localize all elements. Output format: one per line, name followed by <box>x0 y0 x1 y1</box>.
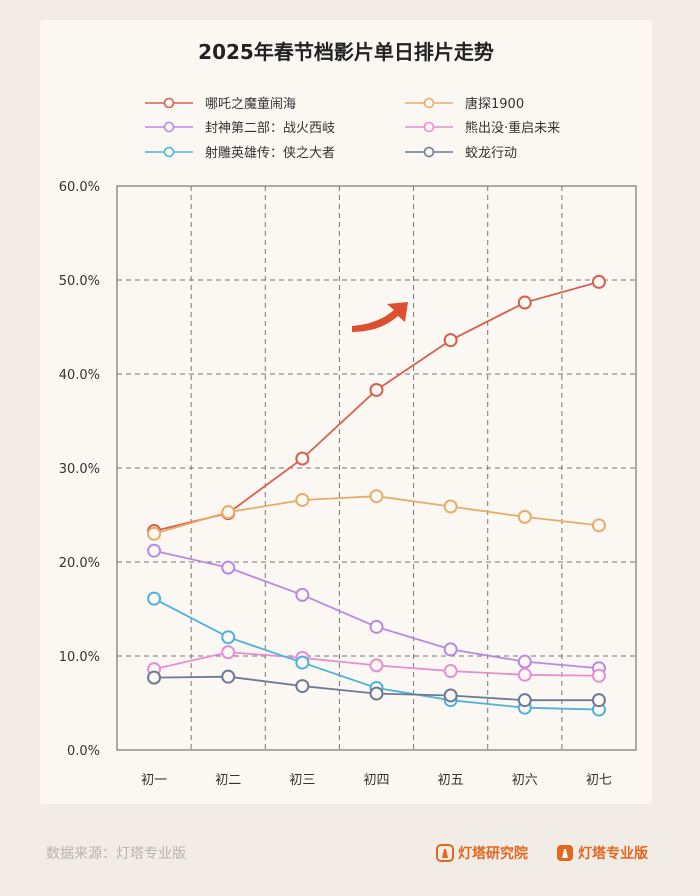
data-point <box>295 587 310 602</box>
data-point <box>221 669 236 684</box>
chart-title: 2025年春节档影片单日排片走势 <box>198 40 494 64</box>
data-point <box>517 667 532 682</box>
data-point <box>369 619 384 634</box>
data-point <box>221 630 236 645</box>
data-point <box>443 688 458 703</box>
x-tick-label: 初六 <box>512 773 538 788</box>
line-chart: 2025年春节档影片单日排片走势 哪吒之魔童闹海 唐探1900 封神第二部：战火西岐… <box>59 40 637 788</box>
x-tick-label: 初二 <box>215 773 241 788</box>
data-point <box>443 664 458 679</box>
data-point <box>443 499 458 514</box>
brand-research-logo: 灯塔研究院 <box>436 843 528 863</box>
data-point <box>147 591 162 606</box>
y-tick-label: 30.0% <box>59 462 100 477</box>
legend-item: 熊出没·重启未来 <box>405 120 560 136</box>
legend-item: 唐探1900 <box>405 96 524 112</box>
legend-swatch-marker <box>423 146 435 158</box>
legend-swatch-marker <box>163 121 175 133</box>
legend-item: 蛟龙行动 <box>405 146 517 161</box>
y-tick-label: 20.0% <box>59 556 100 571</box>
legend-swatch-marker <box>163 146 175 158</box>
legend-label: 唐探1900 <box>465 96 524 112</box>
data-point <box>221 645 236 660</box>
data-source-text: 数据来源：灯塔专业版 <box>46 846 186 862</box>
data-point <box>369 686 384 701</box>
series-3 <box>147 543 606 676</box>
legend-label: 封神第二部：战火西岐 <box>205 121 335 136</box>
data-point <box>369 489 384 504</box>
legend-swatch-marker <box>423 121 435 133</box>
legend-label: 蛟龙行动 <box>465 146 517 161</box>
data-point <box>517 295 532 310</box>
y-tick-label: 60.0% <box>59 180 100 195</box>
data-point <box>591 274 606 289</box>
x-tick-label: 初一 <box>141 773 167 788</box>
x-tick-label: 初三 <box>289 773 315 788</box>
y-tick-label: 40.0% <box>59 368 100 383</box>
y-tick-label: 10.0% <box>59 650 100 665</box>
legend-item: 哪吒之魔童闹海 <box>145 96 296 112</box>
series-line <box>153 549 600 670</box>
trend-up-arrow-icon <box>352 302 408 332</box>
x-tick-label: 初四 <box>363 773 389 788</box>
data-point <box>591 518 606 533</box>
y-tick-label: 0.0% <box>67 744 100 759</box>
x-tick-label: 初五 <box>438 773 464 788</box>
data-point <box>221 560 236 575</box>
data-point <box>517 693 532 708</box>
chart-legend: 哪吒之魔童闹海 唐探1900 封神第二部：战火西岐 熊出没·重启未来射雕英雄传：侠之大… <box>145 96 560 161</box>
data-point <box>443 333 458 348</box>
data-point <box>221 505 236 520</box>
legend-swatch-marker <box>163 97 175 109</box>
x-tick-label: 初七 <box>586 773 612 788</box>
data-point <box>147 543 162 558</box>
legend-item: 射雕英雄传：侠之大者 <box>145 145 335 161</box>
data-point <box>295 492 310 507</box>
chart-card: 2025年春节档影片单日排片走势 哪吒之魔童闹海 唐探1900 封神第二部：战火西岐… <box>40 20 652 804</box>
data-point <box>369 658 384 673</box>
legend-label: 熊出没·重启未来 <box>465 120 560 136</box>
data-point <box>517 654 532 669</box>
data-point <box>369 382 384 397</box>
y-tick-label: 50.0% <box>59 274 100 289</box>
legend-label: 射雕英雄传：侠之大者 <box>205 145 335 161</box>
data-point <box>295 679 310 694</box>
brand-pro-logo: 灯塔专业版 <box>556 843 648 863</box>
lighthouse-icon <box>557 845 573 861</box>
brand-pro-label: 灯塔专业版 <box>578 846 648 862</box>
axis-labels: 0.0% 10.0% 20.0% 30.0% 40.0% 50.0% 60.0% 初一 初二 初三… <box>59 180 612 788</box>
series-2 <box>147 489 606 541</box>
data-point <box>591 693 606 708</box>
series-lines <box>147 274 606 717</box>
legend-label: 哪吒之魔童闹海 <box>205 96 296 112</box>
legend-item: 封神第二部：战火西岐 <box>145 121 335 136</box>
data-point <box>295 655 310 670</box>
data-point <box>591 668 606 683</box>
data-point <box>517 509 532 524</box>
series-6 <box>147 669 606 708</box>
data-point <box>147 526 162 541</box>
data-point <box>443 642 458 657</box>
data-point <box>147 670 162 685</box>
lighthouse-icon <box>436 844 454 862</box>
data-point <box>295 451 310 466</box>
brand-research-label: 灯塔研究院 <box>458 846 528 862</box>
legend-swatch-marker <box>423 97 435 109</box>
